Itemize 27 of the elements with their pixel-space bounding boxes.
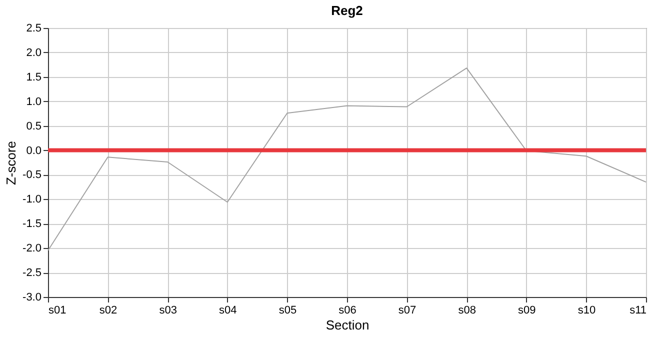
- x-tick-label: s04: [219, 304, 237, 316]
- y-tick-label: 0.0: [26, 144, 42, 157]
- x-axis-title: Section: [326, 318, 370, 332]
- chart-title: Reg2: [331, 3, 363, 18]
- y-tick-label: 0.5: [26, 120, 42, 132]
- y-tick-label: 1.0: [26, 96, 42, 108]
- x-tick-label: s07: [398, 304, 416, 316]
- y-axis-title: Z-score: [4, 140, 19, 186]
- y-tick-label: 2.5: [26, 22, 42, 34]
- x-tick-label: s06: [338, 304, 356, 316]
- line-series: [48, 68, 646, 252]
- y-tick-label: -2.5: [22, 267, 42, 280]
- x-tick-label: s02: [99, 304, 118, 316]
- x-tick-label: s01: [48, 304, 66, 316]
- x-tick-label: s11: [630, 304, 646, 316]
- y-tick-label: -2.0: [22, 242, 42, 255]
- x-tick-label: s10: [578, 304, 596, 316]
- y-tick-label: -1.0: [22, 194, 42, 206]
- y-tick-label: 1.5: [26, 71, 42, 84]
- x-tick-label: s05: [278, 304, 297, 316]
- x-tick-label: s08: [458, 304, 476, 316]
- x-tick-label: s09: [518, 304, 536, 316]
- y-tick-label: -1.5: [22, 218, 42, 230]
- y-tick-label: 2.0: [26, 46, 42, 59]
- y-tick-label: -0.5: [22, 169, 42, 182]
- y-tick-label: -3.0: [22, 292, 42, 304]
- x-tick-label: s03: [159, 304, 177, 316]
